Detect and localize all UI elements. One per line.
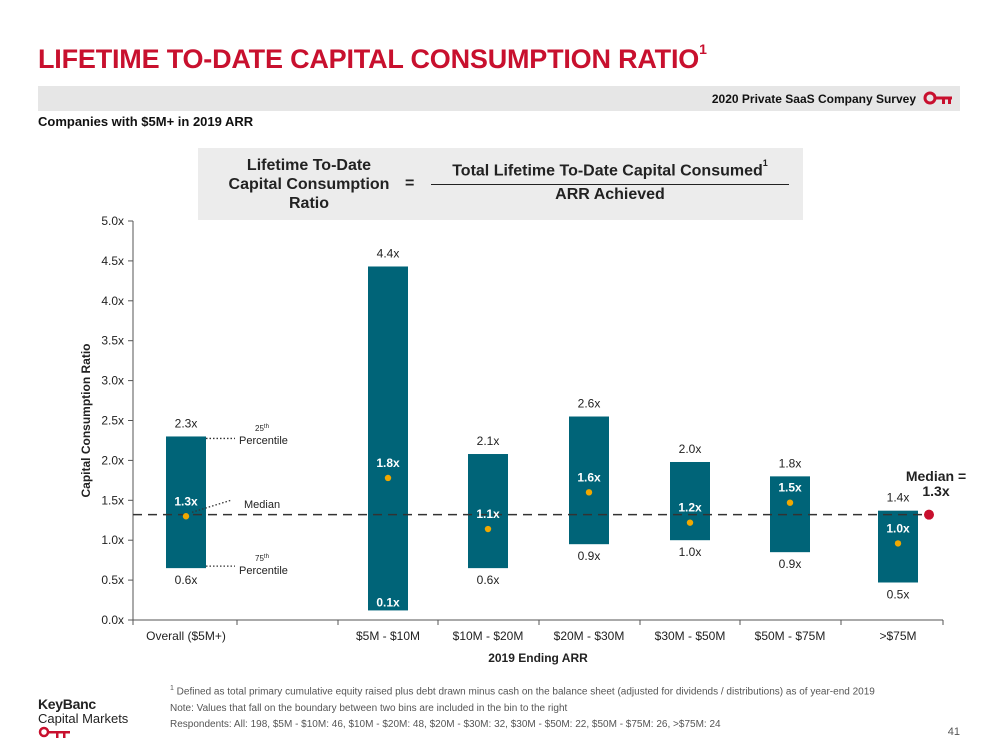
chart-subtitle: Companies with $5M+ in 2019 ARR bbox=[38, 114, 254, 129]
page-number: 41 bbox=[947, 726, 960, 738]
p75-value-label: 0.5x bbox=[887, 587, 910, 601]
range-bar bbox=[770, 476, 810, 553]
y-tick-label: 0.0x bbox=[101, 613, 124, 627]
median-value-label: 1.6x bbox=[577, 470, 601, 484]
range-bar bbox=[670, 461, 710, 541]
p25-annotation: 25th bbox=[255, 424, 269, 433]
p25-value-label: 2.1x bbox=[477, 434, 500, 448]
median-value-label: 1.5x bbox=[778, 481, 802, 495]
x-tick-label: $20M - $30M bbox=[554, 629, 625, 643]
x-tick-label: Overall ($5M+) bbox=[146, 629, 226, 643]
p25-value-label: 2.0x bbox=[679, 442, 702, 456]
survey-label: 2020 Private SaaS Company Survey bbox=[711, 92, 916, 106]
p25-value-label: 4.4x bbox=[377, 246, 400, 260]
median-label: Median = bbox=[906, 468, 966, 484]
x-tick-label: $10M - $20M bbox=[453, 629, 524, 643]
median-annotation: Median bbox=[244, 499, 280, 511]
range-bar bbox=[468, 454, 508, 569]
logo-key-icon bbox=[38, 726, 70, 738]
y-tick-label: 2.0x bbox=[101, 453, 124, 467]
x-tick-label: $30M - $50M bbox=[655, 629, 726, 643]
p75-annotation: 75th bbox=[255, 554, 269, 563]
y-tick-label: 2.5x bbox=[101, 414, 124, 428]
median-value: 1.3x bbox=[922, 483, 949, 499]
median-dot bbox=[894, 540, 902, 547]
median-value-label: 1.8x bbox=[376, 456, 400, 470]
page-title: LIFETIME TO-DATE CAPITAL CONSUMPTION RAT… bbox=[38, 41, 707, 74]
y-tick-label: 1.5x bbox=[101, 493, 124, 507]
x-tick-label: $5M - $10M bbox=[356, 629, 420, 643]
p25-value-label: 2.6x bbox=[578, 397, 601, 411]
median-value-label: 1.2x bbox=[678, 501, 702, 515]
p75-value-label: 0.9x bbox=[779, 557, 802, 571]
p75-value-label: 0.6x bbox=[477, 573, 500, 587]
x-axis-title: 2019 Ending ARR bbox=[488, 651, 588, 665]
y-tick-label: 5.0x bbox=[101, 214, 124, 228]
median-value-label: 1.3x bbox=[174, 494, 198, 508]
y-tick-label: 3.0x bbox=[101, 374, 124, 388]
median-dot bbox=[484, 525, 492, 533]
footnote-definition: 1 Defined as total primary cumulative eq… bbox=[170, 685, 875, 698]
p25-value-label: 1.4x bbox=[887, 491, 910, 505]
median-dot bbox=[686, 519, 694, 526]
y-tick-label: 4.0x bbox=[101, 294, 124, 308]
footnotes: 1 Defined as total primary cumulative eq… bbox=[170, 683, 910, 732]
range-bar bbox=[166, 436, 206, 569]
p75-value-label: 0.1x bbox=[376, 595, 400, 609]
p75-value-label: 0.6x bbox=[175, 573, 198, 587]
p25-value-label: 2.3x bbox=[175, 416, 198, 430]
p25-annotation-word: Percentile bbox=[239, 435, 288, 447]
p25-value-label: 1.8x bbox=[779, 456, 802, 470]
survey-banner: 2020 Private SaaS Company Survey bbox=[38, 86, 960, 111]
y-axis-title: Capital Consumption Ratio bbox=[79, 344, 93, 498]
y-tick-label: 0.5x bbox=[101, 573, 124, 587]
y-tick-label: 4.5x bbox=[101, 254, 124, 268]
median-dot bbox=[182, 513, 190, 520]
y-tick-label: 1.0x bbox=[101, 533, 124, 547]
formula-equals: = bbox=[405, 175, 415, 192]
keybanc-logo: KeyBanc Capital Markets bbox=[38, 696, 128, 745]
median-value-label: 1.1x bbox=[476, 507, 500, 521]
range-bar bbox=[569, 416, 609, 545]
formula-denominator: ARR Achieved bbox=[555, 186, 665, 203]
formula-numerator: Total Lifetime To-Date Capital Consumed1 bbox=[452, 158, 768, 180]
y-tick-label: 3.5x bbox=[101, 334, 124, 348]
fraction-line bbox=[431, 184, 789, 185]
range-chart: 0.0x 0.5x 1.0x 1.5x 2.0x 2.5x 3.0x 3.5x 4.0x 4.5x… bbox=[79, 214, 966, 665]
footnote-note: Note: Values that fall on the boundary b… bbox=[170, 702, 568, 714]
p75-value-label: 1.0x bbox=[679, 545, 702, 559]
median-marker bbox=[924, 509, 934, 520]
median-dot bbox=[786, 499, 794, 506]
x-tick-label: >$75M bbox=[879, 629, 916, 643]
median-value-label: 1.0x bbox=[886, 521, 910, 535]
key-icon bbox=[923, 91, 952, 105]
p75-annotation-word: Percentile bbox=[239, 565, 288, 577]
x-tick-label: $50M - $75M bbox=[755, 629, 826, 643]
formula-box: Lifetime To-Date Capital Consumption Rat… bbox=[198, 148, 803, 220]
formula-left: Lifetime To-Date Capital Consumption Rat… bbox=[228, 157, 390, 212]
footnote-respondents: Respondents: All: 198, $5M - $10M: 46, $… bbox=[170, 719, 721, 731]
range-bar bbox=[368, 266, 408, 611]
median-dot bbox=[585, 489, 593, 496]
p75-value-label: 0.9x bbox=[578, 549, 601, 563]
median-dot bbox=[384, 474, 392, 482]
